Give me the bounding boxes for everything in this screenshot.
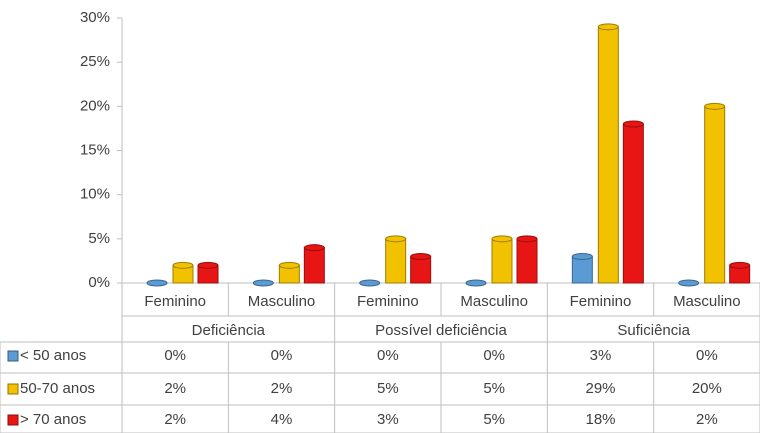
table-value: 20% <box>692 380 722 397</box>
bar-cap <box>678 279 700 287</box>
x-tick-label: Feminino <box>570 293 632 310</box>
y-tick-label: 25% <box>80 53 110 70</box>
bar-cap <box>729 261 751 269</box>
table-value: 3% <box>590 347 612 364</box>
bar-cap <box>385 235 407 243</box>
table-value: 5% <box>483 411 505 428</box>
bar-cap <box>146 279 168 287</box>
y-tick-label: 0% <box>88 274 110 291</box>
bar-cap <box>571 253 593 260</box>
table-value: 2% <box>164 411 186 428</box>
bar-cap <box>410 253 432 260</box>
table-value: 0% <box>377 347 399 364</box>
bar-cap <box>303 244 325 252</box>
table-value: 5% <box>377 380 399 397</box>
legend-key <box>7 350 19 362</box>
y-tick-label: 20% <box>80 97 110 114</box>
legend-label: 50-70 anos <box>20 380 95 397</box>
bar-cap <box>516 235 538 243</box>
table-value: 18% <box>585 411 615 428</box>
table-value: 3% <box>377 411 399 428</box>
legend-label: > 70 anos <box>20 411 86 428</box>
bar-cap <box>197 261 219 269</box>
legend-key <box>7 383 19 395</box>
bar <box>491 238 513 284</box>
table-value: 2% <box>164 380 186 397</box>
table-value: 2% <box>696 411 718 428</box>
x-tick-label: Feminino <box>357 293 419 310</box>
group-label: Possível deficiência <box>375 322 507 339</box>
bar <box>597 26 619 284</box>
table-value: 0% <box>696 347 718 364</box>
table-value: 0% <box>271 347 293 364</box>
bar-cap <box>359 279 381 287</box>
table-value: 0% <box>164 347 186 364</box>
bar-cap <box>172 261 194 269</box>
bar <box>385 238 407 284</box>
legend-key <box>7 414 19 426</box>
bar <box>571 256 593 284</box>
x-tick-label: Masculino <box>460 293 528 310</box>
y-tick-label: 15% <box>80 141 110 158</box>
bar-cap <box>252 279 274 287</box>
bar-cap <box>278 261 300 269</box>
bar-cap <box>465 279 487 287</box>
y-tick-label: 30% <box>80 9 110 26</box>
bar <box>303 247 325 284</box>
bar <box>622 123 644 284</box>
bar <box>704 105 726 284</box>
group-label: Deficiência <box>192 322 266 339</box>
x-tick-label: Feminino <box>144 293 206 310</box>
table-value: 2% <box>271 380 293 397</box>
x-tick-label: Masculino <box>673 293 741 310</box>
bar-cap <box>704 102 726 110</box>
table-value: 0% <box>483 347 505 364</box>
y-tick-label: 10% <box>80 186 110 203</box>
group-label: Suficiência <box>617 322 690 339</box>
legend-label: < 50 anos <box>20 347 86 364</box>
bar <box>516 238 538 284</box>
bar-cap <box>491 235 513 243</box>
table-value: 29% <box>585 380 615 397</box>
table-value: 5% <box>483 380 505 397</box>
bar-cap <box>622 120 644 128</box>
bar <box>410 256 432 284</box>
y-tick-label: 5% <box>88 230 110 247</box>
bar-cap <box>597 23 619 31</box>
x-tick-label: Masculino <box>248 293 316 310</box>
table-value: 4% <box>271 411 293 428</box>
